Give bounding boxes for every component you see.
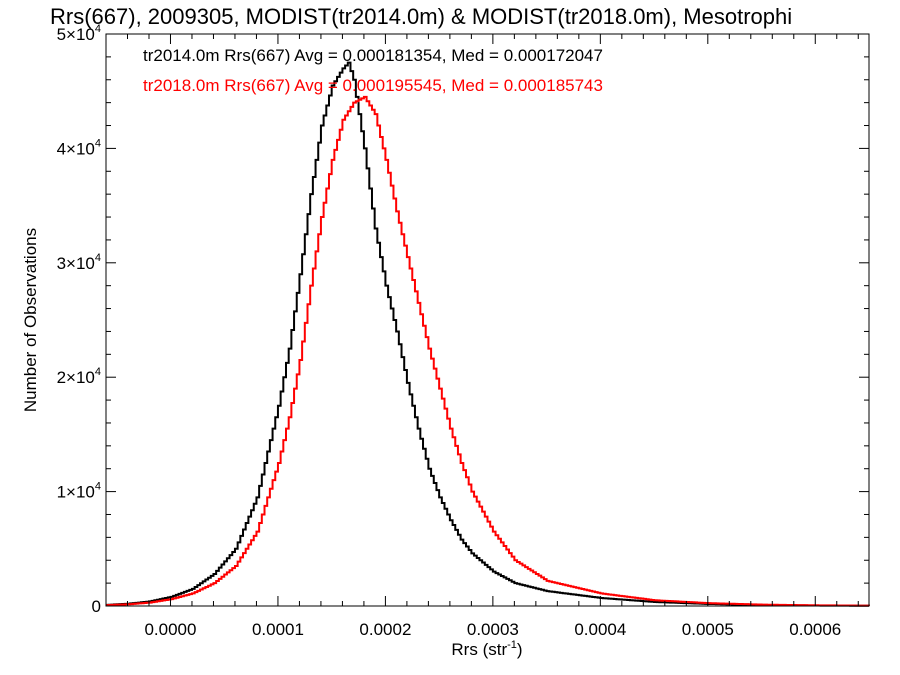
tick-layer: 0.0000 0.0001 0.0002 0.0003 0.0004 0.0005 0.00… bbox=[57, 23, 869, 639]
y-tick-label: 1×104 bbox=[57, 481, 101, 502]
plot-frame bbox=[105, 33, 870, 607]
x-tick-label: 0.0006 bbox=[789, 620, 841, 639]
legend-entry-1: tr2014.0m Rrs(667) Avg = 0.000181354, Me… bbox=[143, 46, 603, 65]
x-axis-label-close: ) bbox=[517, 640, 523, 659]
x-tick-label: 0.0002 bbox=[359, 620, 411, 639]
y-tick-label: 2×104 bbox=[57, 366, 101, 387]
x-tick-label: 0.0001 bbox=[252, 620, 304, 639]
x-tick-label: 0.0003 bbox=[467, 620, 519, 639]
x-tick-label: 0.0004 bbox=[574, 620, 626, 639]
y-tick-label: 3×104 bbox=[57, 252, 101, 273]
x-axis-label-sup: -1 bbox=[507, 639, 517, 651]
x-axis-label-main: Rrs (str bbox=[451, 640, 507, 659]
y-tick-label: 5×104 bbox=[57, 23, 101, 44]
y-axis-label: Number of Observations bbox=[21, 228, 40, 412]
series-line-2 bbox=[106, 95, 870, 607]
series-layer bbox=[106, 61, 870, 607]
legend-entry-2: tr2018.0m Rrs(667) Avg = 0.000195545, Me… bbox=[143, 76, 603, 95]
y-tick-label: 0 bbox=[92, 597, 101, 616]
y-tick-label: 4×104 bbox=[57, 137, 101, 158]
x-tick-label: 0.0005 bbox=[682, 620, 734, 639]
x-axis-label: Rrs (str-1) bbox=[451, 639, 522, 659]
x-tick-label: 0.0000 bbox=[144, 620, 196, 639]
chart-title: Rrs(667), 2009305, MODIST(tr2014.0m) & M… bbox=[50, 4, 792, 29]
